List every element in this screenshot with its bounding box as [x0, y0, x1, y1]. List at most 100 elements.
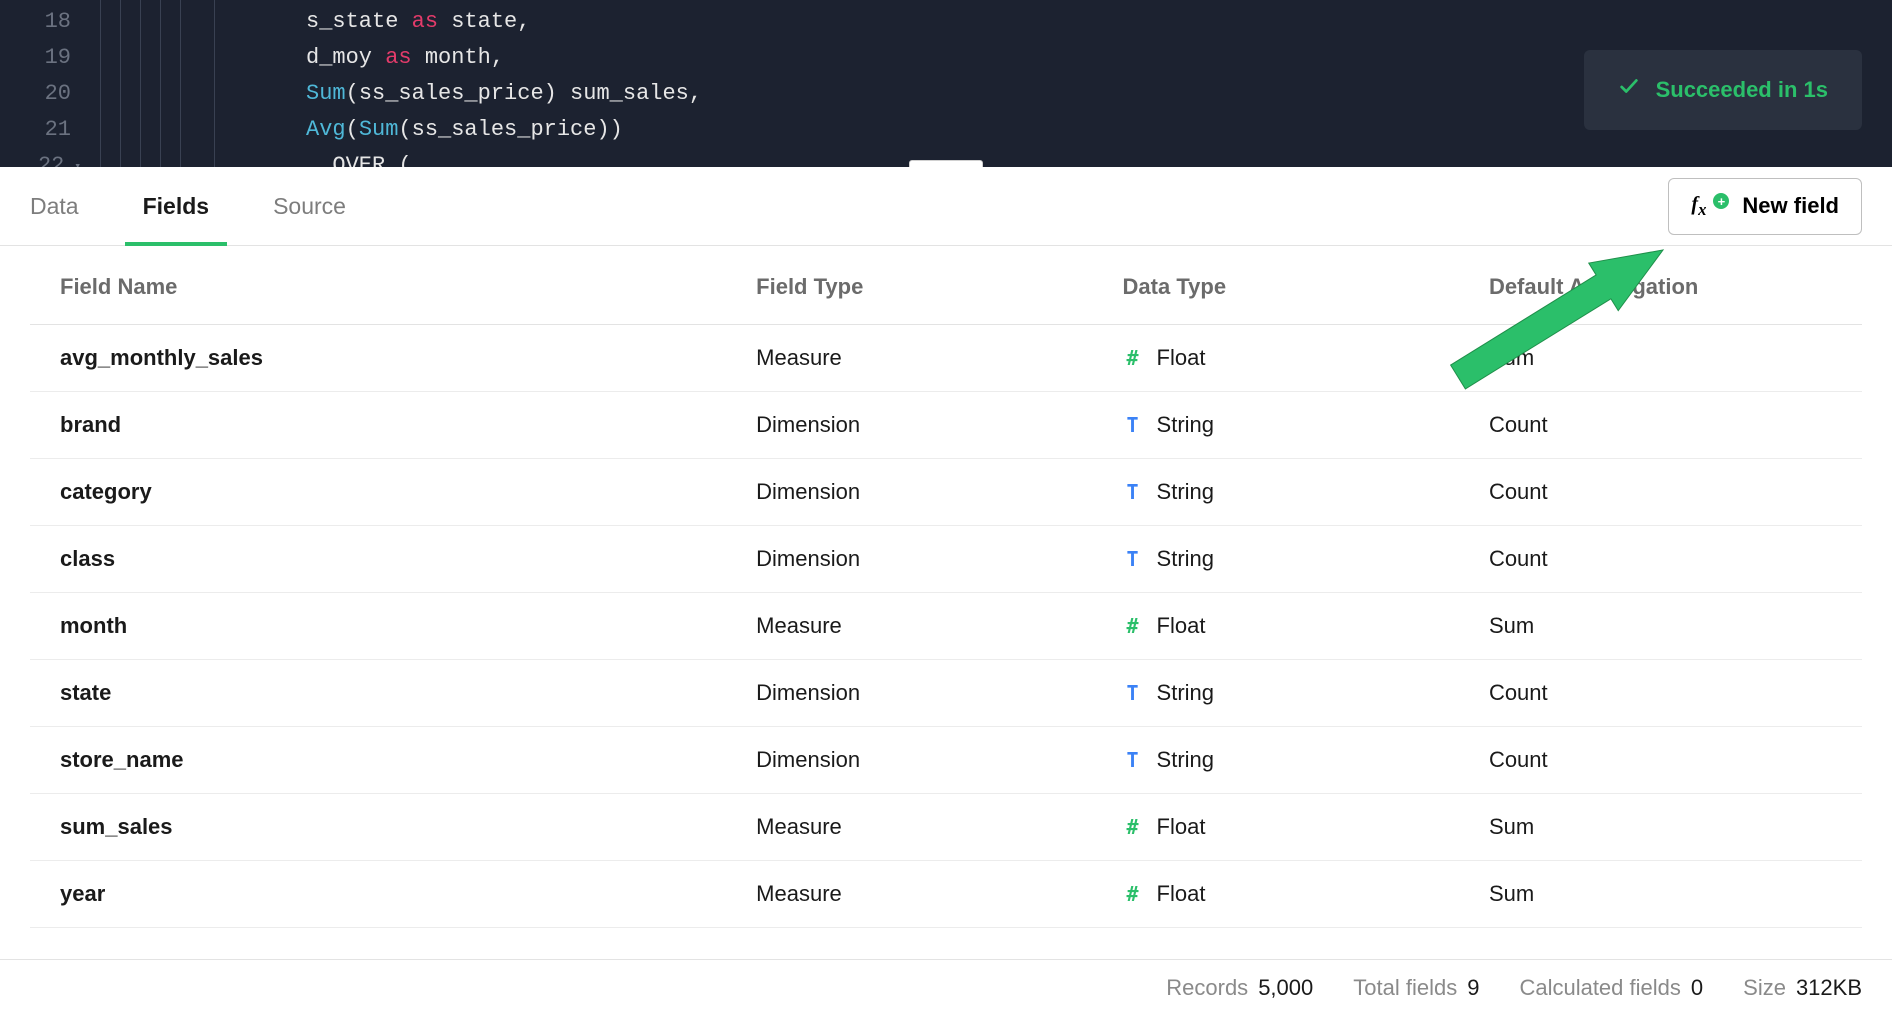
- new-field-button[interactable]: fx + New field: [1668, 178, 1862, 235]
- field-name-cell: brand: [30, 392, 726, 459]
- table-body: avg_monthly_salesMeasure#FloatSumbrandDi…: [30, 325, 1862, 928]
- data-type-cell: T String: [1093, 526, 1459, 593]
- table-row[interactable]: sum_salesMeasure # Float Sum: [30, 794, 1862, 861]
- table-row[interactable]: categoryDimension T String Count: [30, 459, 1862, 526]
- field-type-cell: Measure: [726, 861, 1092, 928]
- string-type-icon: T: [1123, 748, 1143, 772]
- aggregation-cell: Sum: [1459, 794, 1862, 861]
- aggregation-cell: Count: [1459, 660, 1862, 727]
- col-header[interactable]: Default Aggregation: [1459, 246, 1862, 325]
- table-row[interactable]: monthMeasure # Float Sum: [30, 593, 1862, 660]
- field-type-cell: Measure: [726, 325, 1092, 392]
- line-number: 21: [0, 112, 95, 148]
- aggregation-cell: Count: [1459, 526, 1862, 593]
- tabs: Data Fields Source: [30, 167, 346, 245]
- field-type-cell: Dimension: [726, 526, 1092, 593]
- code-editor[interactable]: 1819202122 s_state as state,d_moy as mon…: [0, 0, 1892, 167]
- data-type-cell: T String: [1093, 392, 1459, 459]
- data-type-label: String: [1157, 546, 1214, 572]
- field-type-cell: Dimension: [726, 727, 1092, 794]
- editor-gutter: 1819202122: [0, 0, 95, 167]
- aggregation-cell: Sum: [1459, 861, 1862, 928]
- status-footer: Records5,000 Total fields9 Calculated fiel…: [0, 959, 1892, 1015]
- table-row[interactable]: store_nameDimension T String Count: [30, 727, 1862, 794]
- data-type-label: String: [1157, 479, 1214, 505]
- data-type-label: Float: [1157, 814, 1206, 840]
- data-type-label: String: [1157, 680, 1214, 706]
- aggregation-cell: Sum: [1459, 593, 1862, 660]
- string-type-icon: T: [1123, 681, 1143, 705]
- data-type-cell: # Float: [1093, 325, 1459, 392]
- string-type-icon: T: [1123, 480, 1143, 504]
- aggregation-cell: Count: [1459, 392, 1862, 459]
- data-type-cell: T String: [1093, 727, 1459, 794]
- table-row[interactable]: classDimension T String Count: [30, 526, 1862, 593]
- tabs-bar: Data Fields Source fx + New field: [0, 167, 1892, 246]
- plus-icon: +: [1713, 193, 1729, 209]
- float-type-icon: #: [1123, 815, 1143, 839]
- resize-handle[interactable]: [909, 160, 983, 167]
- field-type-cell: Dimension: [726, 392, 1092, 459]
- line-number: 19: [0, 40, 95, 76]
- col-header[interactable]: Data Type: [1093, 246, 1459, 325]
- line-number: 20: [0, 76, 95, 112]
- string-type-icon: T: [1123, 547, 1143, 571]
- data-type-cell: # Float: [1093, 794, 1459, 861]
- indent-guides: [100, 0, 300, 167]
- field-type-cell: Measure: [726, 593, 1092, 660]
- aggregation-cell: Count: [1459, 459, 1862, 526]
- float-type-icon: #: [1123, 614, 1143, 638]
- aggregation-cell: Sum: [1459, 325, 1862, 392]
- code-line: OVER (: [306, 148, 1892, 167]
- data-type-cell: # Float: [1093, 593, 1459, 660]
- float-type-icon: #: [1123, 882, 1143, 906]
- code-line: s_state as state,: [306, 4, 1892, 40]
- col-header[interactable]: Field Name: [30, 246, 726, 325]
- line-number: 18: [0, 4, 95, 40]
- field-name-cell: sum_sales: [30, 794, 726, 861]
- table-row[interactable]: avg_monthly_salesMeasure # Float Sum: [30, 325, 1862, 392]
- field-type-cell: Measure: [726, 794, 1092, 861]
- fx-icon: fx: [1691, 193, 1706, 220]
- aggregation-cell: Count: [1459, 727, 1862, 794]
- footer-stat: Calculated fields0: [1519, 975, 1703, 1001]
- table-row[interactable]: brandDimension T String Count: [30, 392, 1862, 459]
- footer-stat: Total fields9: [1353, 975, 1479, 1001]
- table-row[interactable]: stateDimension T String Count: [30, 660, 1862, 727]
- data-type-label: Float: [1157, 881, 1206, 907]
- field-type-cell: Dimension: [726, 660, 1092, 727]
- col-header[interactable]: Field Type: [726, 246, 1092, 325]
- data-type-cell: T String: [1093, 660, 1459, 727]
- table-header-row: Field NameField TypeData TypeDefault Agg…: [30, 246, 1862, 325]
- query-status-pill: Succeeded in 1s: [1584, 50, 1862, 130]
- field-name-cell: avg_monthly_sales: [30, 325, 726, 392]
- string-type-icon: T: [1123, 413, 1143, 437]
- fields-table-wrap: Field NameField TypeData TypeDefault Agg…: [0, 246, 1892, 928]
- field-name-cell: year: [30, 861, 726, 928]
- line-number: 22: [0, 148, 95, 167]
- data-type-label: Float: [1157, 345, 1206, 371]
- check-icon: [1618, 72, 1640, 108]
- status-text: Succeeded in 1s: [1656, 72, 1828, 108]
- data-type-cell: T String: [1093, 459, 1459, 526]
- field-name-cell: category: [30, 459, 726, 526]
- data-type-label: Float: [1157, 613, 1206, 639]
- fields-table: Field NameField TypeData TypeDefault Agg…: [30, 246, 1862, 928]
- data-type-label: String: [1157, 747, 1214, 773]
- new-field-label: New field: [1742, 193, 1839, 219]
- field-name-cell: month: [30, 593, 726, 660]
- field-name-cell: store_name: [30, 727, 726, 794]
- float-type-icon: #: [1123, 346, 1143, 370]
- field-name-cell: state: [30, 660, 726, 727]
- footer-stat: Records5,000: [1166, 975, 1313, 1001]
- data-type-label: String: [1157, 412, 1214, 438]
- footer-stat: Size312KB: [1743, 975, 1862, 1001]
- field-type-cell: Dimension: [726, 459, 1092, 526]
- tab-source[interactable]: Source: [273, 167, 346, 245]
- data-type-cell: # Float: [1093, 861, 1459, 928]
- grip-icon: [923, 166, 969, 168]
- field-name-cell: class: [30, 526, 726, 593]
- table-row[interactable]: yearMeasure # Float Sum: [30, 861, 1862, 928]
- tab-fields[interactable]: Fields: [143, 167, 209, 245]
- tab-data[interactable]: Data: [30, 167, 79, 245]
